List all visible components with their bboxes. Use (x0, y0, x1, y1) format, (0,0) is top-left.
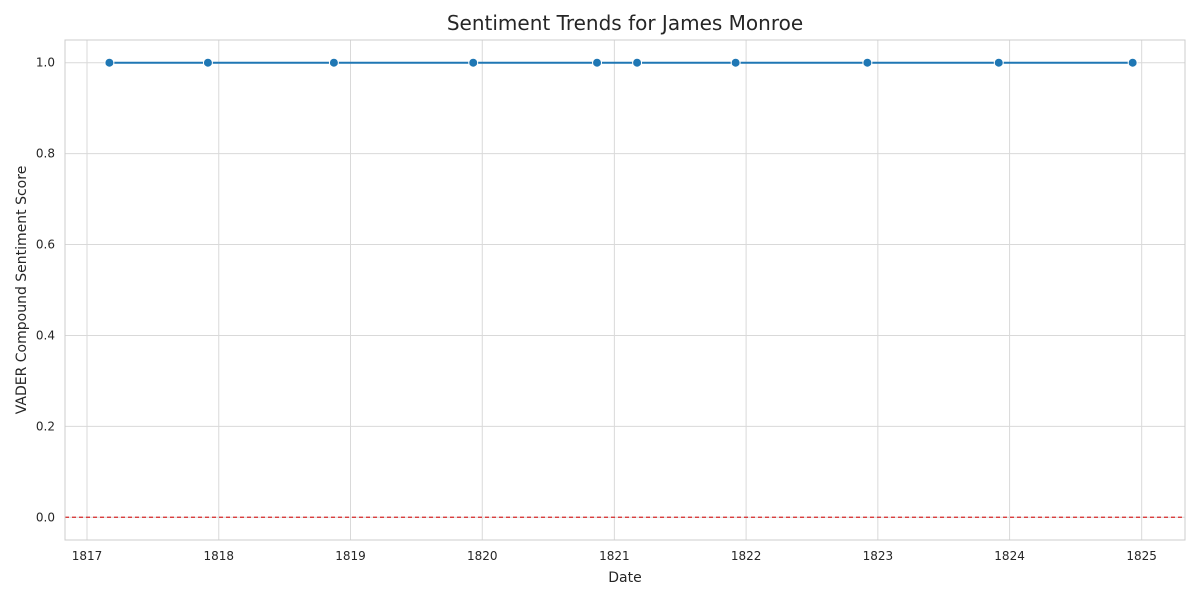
data-point (328, 57, 339, 68)
data-point (104, 57, 115, 68)
data-point (993, 57, 1004, 68)
y-tick-label: 0.0 (36, 510, 55, 524)
x-axis-label: Date (608, 570, 641, 586)
data-point (202, 57, 213, 68)
tick-label-layer: 0.0 0.2 0.4 0.6 0.8 1.0 1817 1818 1819 1820 1821 18… (36, 56, 1157, 563)
x-tick-label: 1820 (467, 549, 498, 563)
x-tick-label: 1823 (863, 549, 894, 563)
x-tick-label: 1817 (72, 549, 103, 563)
x-tick-label: 1818 (203, 549, 234, 563)
x-tick-label: 1821 (599, 549, 630, 563)
y-tick-label: 0.6 (36, 238, 55, 252)
series-layer (104, 57, 1138, 68)
data-point (862, 57, 873, 68)
y-tick-label: 1.0 (36, 56, 55, 70)
y-tick-label: 0.8 (36, 147, 55, 161)
y-axis-label: VADER Compound Sentiment Score (14, 166, 30, 415)
x-tick-label: 1819 (335, 549, 366, 563)
chart-title: Sentiment Trends for James Monroe (447, 11, 803, 35)
x-tick-label: 1825 (1126, 549, 1157, 563)
x-tick-label: 1822 (731, 549, 762, 563)
grid-layer (65, 40, 1185, 540)
data-point (632, 57, 643, 68)
data-point (1127, 57, 1138, 68)
data-point (730, 57, 741, 68)
data-point (468, 57, 479, 68)
y-tick-label: 0.4 (36, 328, 55, 342)
data-point (592, 57, 603, 68)
x-tick-label: 1824 (994, 549, 1025, 563)
plot-frame (64, 39, 1186, 541)
y-tick-label: 0.2 (36, 419, 55, 433)
